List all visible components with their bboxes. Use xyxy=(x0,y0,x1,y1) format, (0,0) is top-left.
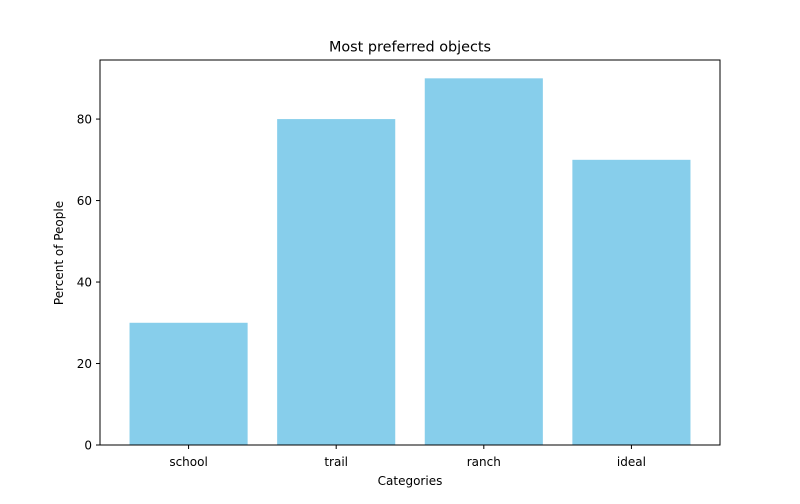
y-tick-label: 80 xyxy=(77,113,92,127)
plot-frame xyxy=(99,59,721,446)
y-tick-label: 20 xyxy=(77,357,92,371)
bars-layer xyxy=(129,78,691,446)
x-tick-label: ranch xyxy=(467,455,501,469)
y-tick-label: 60 xyxy=(77,194,92,208)
bar-trail xyxy=(277,119,396,446)
y-axis-label: Percent of People xyxy=(52,201,66,305)
bar-ideal xyxy=(572,159,691,445)
y-tick-label: 0 xyxy=(84,439,92,453)
ticks-layer: school trail ranch ideal 0 20 40 60 80 xyxy=(77,113,646,469)
bar-ranch xyxy=(424,78,543,445)
x-tick-label: ideal xyxy=(617,455,646,469)
y-tick-label: 40 xyxy=(77,276,92,290)
x-tick-label: trail xyxy=(324,455,348,469)
bar-school xyxy=(129,322,248,445)
chart-title: Most preferred objects xyxy=(329,40,491,56)
x-tick-label: school xyxy=(169,455,207,469)
x-axis-label: Categories xyxy=(378,474,443,488)
